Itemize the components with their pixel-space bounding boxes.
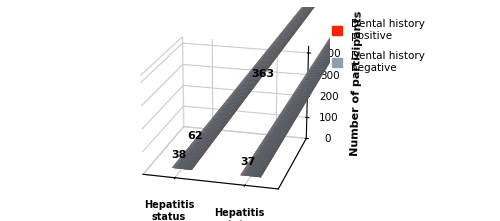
- Legend: Dental history
positive, Dental history
negative: Dental history positive, Dental history …: [329, 16, 428, 76]
